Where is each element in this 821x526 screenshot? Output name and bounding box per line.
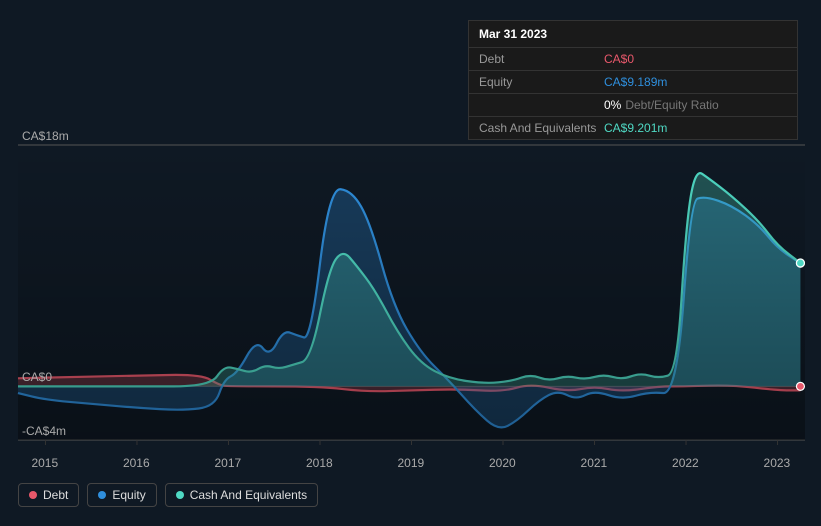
- x-tick-label: 2021: [581, 456, 608, 470]
- x-tick-label: 2019: [398, 456, 425, 470]
- tooltip-row: EquityCA$9.189m: [469, 71, 797, 94]
- tooltip-row-value: CA$9.189m: [604, 75, 667, 89]
- tooltip-row: DebtCA$0: [469, 48, 797, 71]
- y-tick-label: CA$18m: [22, 129, 69, 143]
- tooltip-row: Cash And EquivalentsCA$9.201m: [469, 117, 797, 139]
- tooltip-row-value: 0%: [604, 98, 621, 112]
- cash-and-equivalents-marker: [796, 259, 804, 267]
- y-tick-label: CA$0: [22, 370, 52, 384]
- chart-legend: Debt Equity Cash And Equivalents: [18, 483, 318, 507]
- x-tick-label: 2022: [672, 456, 699, 470]
- x-tick-label: 2016: [123, 456, 150, 470]
- tooltip-row-value: CA$9.201m: [604, 121, 667, 135]
- x-tick-label: 2023: [764, 456, 791, 470]
- legend-label: Equity: [112, 488, 145, 502]
- chart-tooltip: Mar 31 2023 DebtCA$0EquityCA$9.189m0%Deb…: [468, 20, 798, 140]
- tooltip-row-label: Cash And Equivalents: [479, 121, 604, 135]
- y-tick-label: -CA$4m: [22, 424, 66, 438]
- legend-label: Debt: [43, 488, 68, 502]
- x-tick-label: 2020: [489, 456, 516, 470]
- tooltip-row-label: Equity: [479, 75, 604, 89]
- legend-item-equity[interactable]: Equity: [87, 483, 156, 507]
- x-tick-label: 2017: [214, 456, 241, 470]
- financials-chart: CA$18m CA$0 -CA$4m 2015 2016 2017 2018 2019 202…: [0, 0, 821, 526]
- tooltip-date: Mar 31 2023: [469, 21, 797, 48]
- tooltip-row-value: CA$0: [604, 52, 634, 66]
- tooltip-row-secondary: Debt/Equity Ratio: [625, 98, 718, 112]
- x-tick-label: 2015: [31, 456, 58, 470]
- legend-swatch: [29, 491, 37, 499]
- debt-marker: [796, 382, 804, 390]
- tooltip-row-label: Debt: [479, 52, 604, 66]
- legend-label: Cash And Equivalents: [190, 488, 307, 502]
- legend-swatch: [98, 491, 106, 499]
- legend-swatch: [176, 491, 184, 499]
- tooltip-row-label: [479, 98, 604, 112]
- x-tick-label: 2018: [306, 456, 333, 470]
- tooltip-row: 0% Debt/Equity Ratio: [469, 94, 797, 117]
- legend-item-debt[interactable]: Debt: [18, 483, 79, 507]
- legend-item-cash-and-equivalents[interactable]: Cash And Equivalents: [165, 483, 318, 507]
